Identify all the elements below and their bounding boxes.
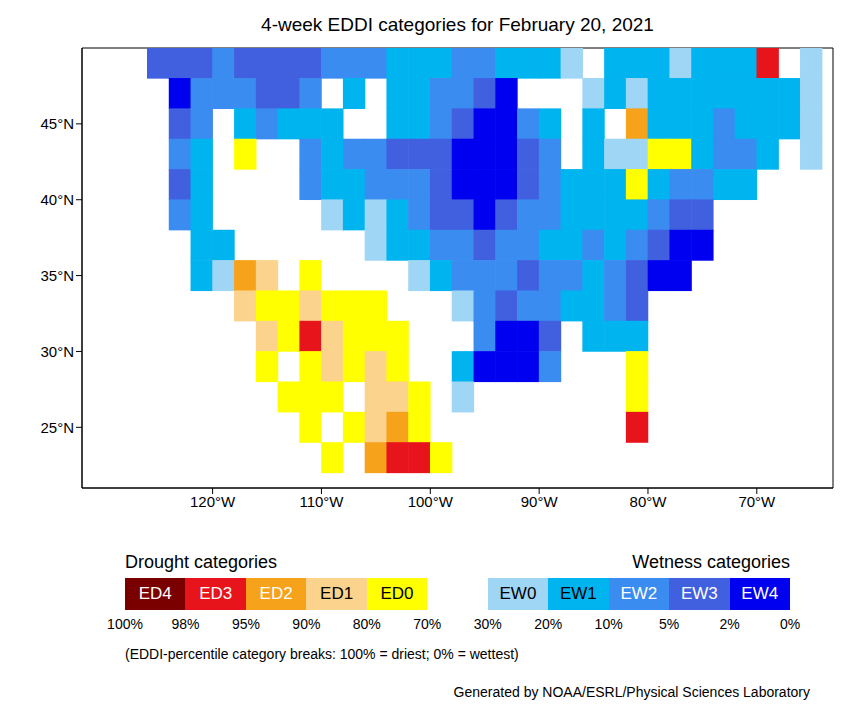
svg-text:45°N: 45°N [40,115,74,132]
html-text:100%: 100% [107,616,143,632]
svg-text:120°W: 120°W [190,493,236,510]
html-text:4-week EDDI categories for Feb: 4-week EDDI categories for February 20, … [261,14,654,35]
html-text:ED2: ED2 [259,584,293,603]
html-text:90%: 90% [292,616,321,632]
html-text:95%: 95% [231,616,260,632]
html-text:98%: 98% [171,616,200,632]
html-text:ED0: ED0 [380,584,414,603]
html-text:EW2: EW2 [620,584,658,603]
html-text:0%: 0% [779,616,801,632]
svg-text:90°W: 90°W [521,493,559,510]
html-text:2%: 2% [719,616,740,632]
html-text:EW3: EW3 [680,584,718,603]
html-text:(EDDI-percentile category brea: (EDDI-percentile category breaks: 100% =… [125,646,519,662]
html-text:ED3: ED3 [199,584,233,603]
html-text:Drought categories: Drought categories [125,552,278,572]
svg-text:100°W: 100°W [408,493,454,510]
html-text:ED4: ED4 [138,584,172,603]
html-text:70%: 70% [413,616,442,632]
svg-text:35°N: 35°N [40,267,74,284]
html-text:ED1: ED1 [320,584,354,603]
svg-text:30°N: 30°N [40,343,74,360]
html-text:EW4: EW4 [741,584,779,603]
html-text:EW1: EW1 [560,584,597,603]
html-text:5%: 5% [659,616,680,632]
svg-text:110°W: 110°W [299,493,344,510]
svg-text:40°N: 40°N [40,191,74,208]
html-text:80%: 80% [352,616,381,632]
html-text:Generated by NOAA/ESRL/Physica: Generated by NOAA/ESRL/Physical Sciences… [453,684,810,700]
html-text:EW0: EW0 [499,584,537,603]
html-text:Wetness categories: Wetness categories [632,552,790,572]
html-text:30%: 30% [473,616,502,632]
svg-text:80°W: 80°W [630,493,668,510]
svg-text:25°N: 25°N [40,419,74,436]
html-text:10%: 10% [594,616,623,632]
svg-text:70°W: 70°W [738,493,776,510]
html-text:20%: 20% [534,616,563,632]
